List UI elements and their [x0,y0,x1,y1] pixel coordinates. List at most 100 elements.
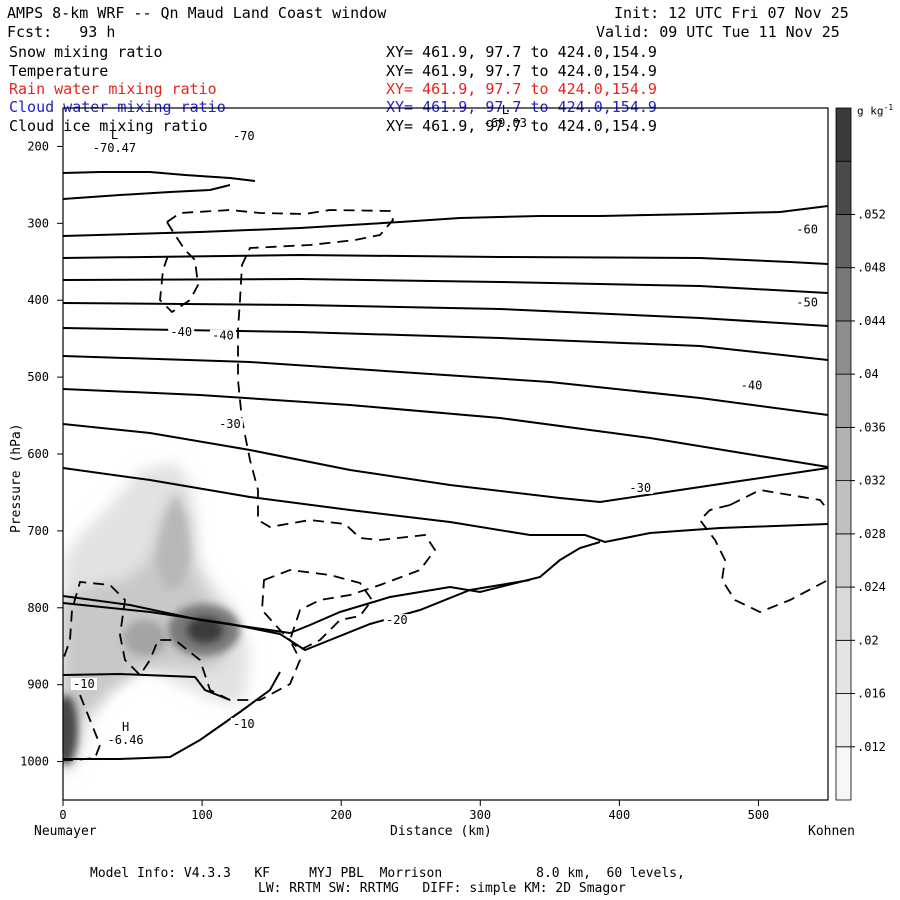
isotherm [63,205,828,237]
isotherm [63,467,828,544]
field-name-rain: Rain water mixing ratio [9,80,217,98]
y-tick-label: 200 [27,139,49,153]
contour-label-bg [794,223,821,236]
field-name-cloud-ice: Cloud ice mixing ratio [9,117,208,135]
colorbar-label: .036 [857,420,886,434]
forecast-hour: Fcst: 93 h [7,23,116,41]
footer-physics-info: LW: RRTM SW: RRTMG DIFF: simple KM: 2D S… [258,881,626,896]
x-axis-title: Distance (km) [390,824,492,839]
ice-contour [159,221,199,314]
ice-contour [729,489,828,511]
ice-contour [261,569,374,652]
contour-labels: -70 -60 -50 -40 -40 -40 -30 -30 -20 -10 -10 [70,129,821,731]
contour-label-bg [627,481,654,494]
isotherm [63,579,531,652]
y-tick-label: 400 [27,293,49,307]
contour-label: -40 [212,329,234,343]
y-tick-label: 600 [27,447,49,461]
y-tick-label: 700 [27,524,49,538]
extremum-value: -69.03 [484,116,527,130]
contour-label-bg [209,329,236,342]
colorbar-label: .044 [857,314,886,328]
chart-title: AMPS 8-km WRF -- Qn Maud Land Coast wind… [7,4,387,22]
contour-label-bg [70,677,97,690]
contour-label-bg [168,325,195,338]
colorbar-bin [835,160,852,215]
x-tick-label: 300 [469,808,491,822]
x-axis: 0 100 200 300 400 500 [59,800,769,822]
isotherm [63,671,281,760]
extrema-labels: L-70.47L-69.03H-6.46 [93,103,527,747]
contour-label: -30 [629,481,651,495]
colorbar-bin [835,107,852,162]
isotherm [63,423,828,504]
y-tick-label: 900 [27,678,49,692]
x-tick-label: 100 [191,808,213,822]
contour-label: -20 [386,613,408,627]
contour-label-bg [738,379,765,392]
colorbar-bin [835,639,852,694]
mixing-ratio-shading [63,462,250,780]
isotherm [63,277,828,294]
extremum-type: L [502,103,509,117]
y-axis-title: Pressure (hPa) [9,423,24,533]
colorbar-bin [835,267,852,322]
colorbar-label: .052 [857,207,886,221]
field-name-cloud-water: Cloud water mixing ratio [9,98,226,116]
left-endpoint-label: Neumayer [34,824,97,839]
isotherm [63,388,828,468]
field-xy-cloud-ice: XY= 461.9, 97.7 to 424.0,154.9 [386,117,657,135]
colorbar-bin [835,373,852,428]
extremum-value: -70.47 [93,141,136,155]
ice-contour [63,209,437,701]
colorbar-unit: g kg-1 [857,100,893,120]
right-endpoint-label: Kohnen [808,824,855,839]
cloud-ice-contours [63,209,828,761]
contour-label-bg [794,296,821,309]
colorbar-label: .024 [857,580,886,594]
isotherm [63,171,256,182]
colorbar-label: .016 [857,687,886,701]
shade-core-surface [63,695,78,765]
colorbar-bin [835,426,852,482]
shade-core-peak [187,617,223,643]
colorbar-bin [835,533,852,588]
colorbar-bin [835,693,852,748]
isotherm [63,672,231,701]
colorbar-label: .012 [857,740,886,754]
field-name-snow: Snow mixing ratio [9,43,163,61]
extremum-type: H [122,720,129,734]
plot-frame [62,107,829,801]
shade-region-upper [155,495,190,590]
colorbar-unit-base: g kg [857,104,884,118]
contour-label: -50 [796,296,818,310]
field-xy-temperature: XY= 461.9, 97.7 to 424.0,154.9 [386,62,657,80]
isotherm [63,253,828,265]
field-xy-rain: XY= 461.9, 97.7 to 424.0,154.9 [386,80,657,98]
y-tick-label: 1000 [20,755,49,769]
x-tick-label: 0 [59,808,66,822]
x-tick-label: 400 [609,808,631,822]
colorbar-unit-exponent: -1 [883,103,894,112]
colorbar-label: .02 [857,633,879,647]
colorbar-label: .032 [857,474,886,488]
contour-label-bg [383,614,410,627]
ice-contour [63,694,101,761]
ice-contour [698,504,828,613]
field-xy-snow: XY= 461.9, 97.7 to 424.0,154.9 [386,43,657,61]
isotherm [63,355,828,416]
extremum-type: L [111,128,118,142]
colorbar-bin [835,214,852,269]
y-tick-label: 300 [27,216,49,230]
contour-label-bg [230,717,257,730]
contour-label: -60 [796,223,818,237]
field-xy-cloud-water: XY= 461.9, 97.7 to 424.0,154.9 [386,98,657,116]
contour-label: -40 [741,379,763,393]
y-tick-label: 800 [27,601,49,615]
isotherm [63,184,231,200]
colorbar-bin [835,586,852,641]
colorbar: .012 .016 .02 .024 .028 .032 .036 .04 .044 .048 .0… [835,107,886,801]
colorbar-bin [835,480,852,535]
colorbar-bin [835,320,852,375]
colorbar-label: .048 [857,261,886,275]
